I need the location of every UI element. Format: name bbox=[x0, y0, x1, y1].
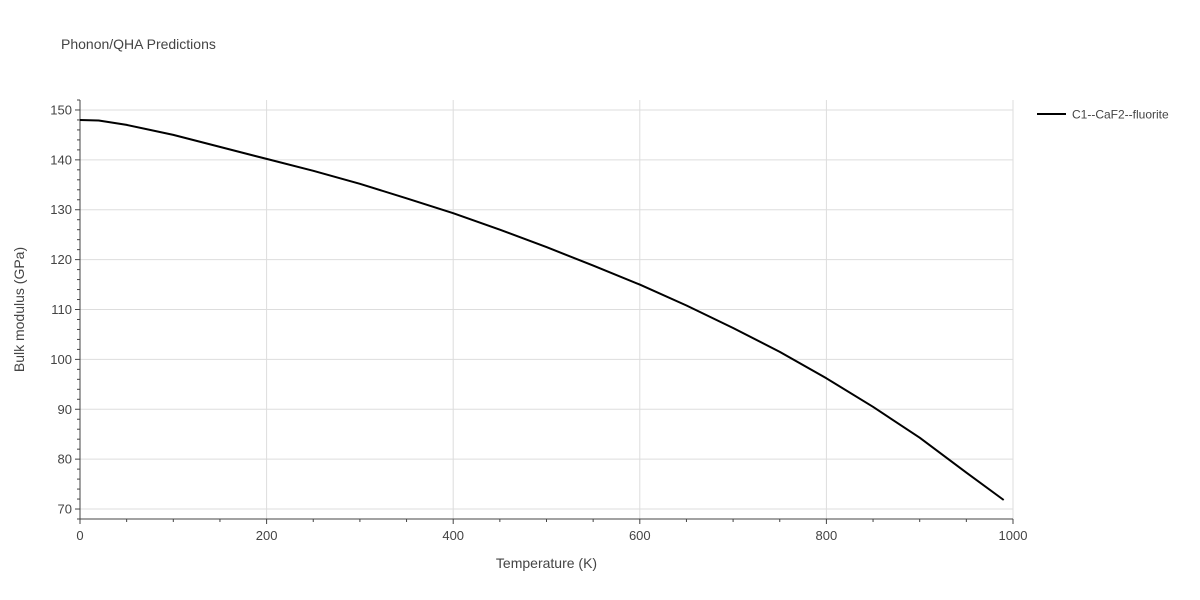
chart-title: Phonon/QHA Predictions bbox=[61, 36, 216, 52]
y-tick-label: 90 bbox=[58, 402, 72, 417]
x-tick-label: 0 bbox=[76, 528, 83, 543]
y-tick-label: 110 bbox=[51, 302, 72, 317]
series-line bbox=[79, 119, 1005, 501]
y-tick-label: 70 bbox=[58, 502, 72, 517]
legend[interactable]: C1--CaF2--fluorite bbox=[1037, 108, 1169, 122]
x-tick-label: 200 bbox=[256, 528, 278, 543]
x-tick-label: 600 bbox=[629, 528, 651, 543]
series-layer bbox=[79, 119, 1005, 501]
legend-label[interactable]: C1--CaF2--fluorite bbox=[1072, 108, 1169, 122]
axes: 0 200 400 600 800 1000 70 80 90 100 110 120 130 140 15… bbox=[50, 99, 1028, 543]
y-tick-label: 80 bbox=[58, 452, 72, 467]
x-tick-label: 1000 bbox=[999, 528, 1028, 543]
y-tick-label: 100 bbox=[50, 352, 72, 367]
y-axis-title: Bulk modulus (GPa) bbox=[11, 247, 27, 372]
x-tick-label: 400 bbox=[442, 528, 464, 543]
y-tick-label: 130 bbox=[50, 202, 72, 217]
y-tick-label: 150 bbox=[50, 102, 72, 117]
x-axis-title: Temperature (K) bbox=[496, 555, 597, 571]
x-tick-label: 800 bbox=[816, 528, 838, 543]
grid bbox=[80, 100, 1014, 519]
y-tick-label: 140 bbox=[50, 152, 72, 167]
y-tick-label: 120 bbox=[50, 252, 72, 267]
